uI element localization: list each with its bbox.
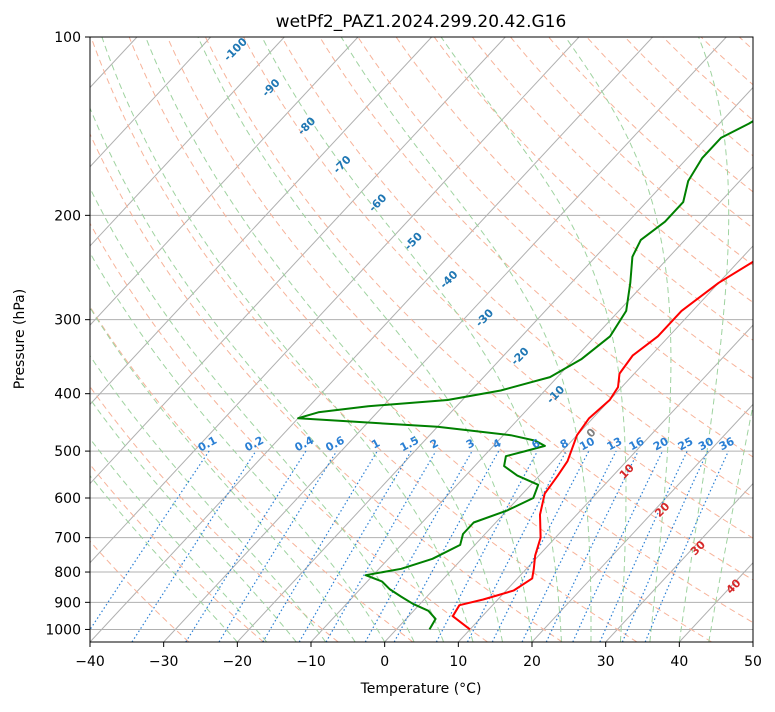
y-tick-label: 300 bbox=[54, 313, 81, 329]
x-tick-label: 0 bbox=[380, 654, 389, 670]
x-tick-label: −10 bbox=[296, 654, 326, 670]
x-tick-label: 40 bbox=[670, 654, 688, 670]
y-axis-label: Pressure (hPa) bbox=[12, 289, 28, 389]
y-tick-label: 200 bbox=[54, 208, 81, 224]
x-tick-label: 30 bbox=[597, 654, 615, 670]
chart-title: wetPf2_PAZ1.2024.299.20.42.G16 bbox=[276, 12, 567, 32]
y-tick-label: 400 bbox=[54, 387, 81, 403]
isotherm-line bbox=[753, 37, 775, 642]
x-tick-label: −40 bbox=[75, 654, 105, 670]
x-tick-label: −20 bbox=[223, 654, 253, 670]
x-tick-label: 10 bbox=[449, 654, 467, 670]
y-tick-label: 100 bbox=[54, 30, 81, 46]
isotherm-line bbox=[0, 37, 63, 642]
y-tick-label: 900 bbox=[54, 595, 81, 611]
x-tick-label: −30 bbox=[149, 654, 179, 670]
x-tick-label: 20 bbox=[523, 654, 541, 670]
y-tick-label: 600 bbox=[54, 491, 81, 507]
y-tick-label: 500 bbox=[54, 444, 81, 460]
y-tick-label: 700 bbox=[54, 531, 81, 547]
y-tick-label: 1000 bbox=[45, 622, 81, 638]
x-tick-label: 50 bbox=[744, 654, 762, 670]
x-axis-label: Temperature (°C) bbox=[360, 681, 482, 697]
y-tick-label: 800 bbox=[54, 565, 81, 581]
